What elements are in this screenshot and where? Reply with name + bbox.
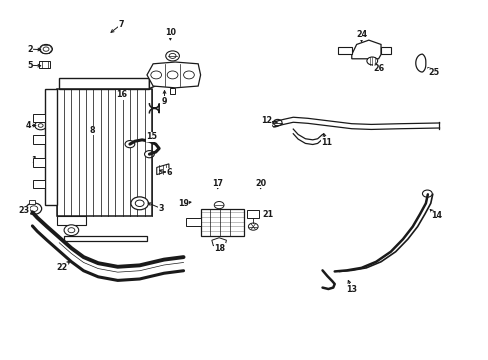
Polygon shape — [33, 158, 44, 167]
Text: 3: 3 — [159, 204, 164, 213]
Circle shape — [68, 228, 75, 233]
Circle shape — [43, 47, 49, 51]
Text: 24: 24 — [355, 30, 366, 39]
Circle shape — [183, 71, 194, 79]
Circle shape — [30, 206, 38, 212]
Circle shape — [271, 122, 278, 127]
Text: 26: 26 — [372, 64, 384, 73]
Text: 25: 25 — [427, 68, 438, 77]
Circle shape — [131, 197, 148, 210]
Circle shape — [165, 51, 179, 61]
Polygon shape — [185, 218, 200, 226]
Circle shape — [273, 120, 282, 126]
Circle shape — [40, 44, 52, 54]
Text: 13: 13 — [346, 285, 357, 294]
Polygon shape — [170, 88, 175, 94]
Polygon shape — [33, 113, 44, 122]
Circle shape — [144, 150, 154, 158]
Circle shape — [35, 121, 46, 130]
Circle shape — [366, 57, 377, 65]
Polygon shape — [351, 40, 380, 59]
Polygon shape — [200, 209, 244, 235]
Text: 18: 18 — [214, 244, 225, 253]
Polygon shape — [29, 200, 35, 204]
Polygon shape — [39, 61, 50, 68]
Text: 11: 11 — [320, 138, 331, 147]
Circle shape — [214, 202, 224, 209]
Polygon shape — [415, 54, 425, 72]
Text: 21: 21 — [262, 210, 273, 219]
Circle shape — [26, 203, 41, 215]
Circle shape — [64, 225, 79, 235]
Text: 16: 16 — [116, 90, 127, 99]
Polygon shape — [337, 47, 351, 54]
Circle shape — [150, 71, 161, 79]
Text: 9: 9 — [162, 96, 167, 105]
Polygon shape — [57, 216, 86, 225]
Text: 15: 15 — [146, 132, 157, 141]
Text: 8: 8 — [89, 126, 95, 135]
Text: 10: 10 — [164, 28, 176, 37]
Text: 12: 12 — [260, 116, 271, 125]
Text: 19: 19 — [178, 199, 189, 208]
Text: 23: 23 — [18, 206, 29, 215]
Text: 4: 4 — [26, 121, 31, 130]
Circle shape — [167, 71, 178, 79]
Polygon shape — [59, 78, 149, 89]
Polygon shape — [157, 164, 168, 175]
Text: 7: 7 — [119, 19, 124, 28]
Polygon shape — [33, 135, 44, 144]
Text: 5: 5 — [27, 61, 33, 70]
Text: 20: 20 — [255, 179, 265, 188]
Circle shape — [169, 53, 176, 58]
Polygon shape — [44, 89, 57, 205]
Polygon shape — [211, 238, 226, 246]
Circle shape — [38, 124, 43, 127]
Polygon shape — [149, 73, 159, 89]
Text: 17: 17 — [212, 179, 223, 188]
Polygon shape — [33, 180, 44, 188]
Text: 22: 22 — [56, 264, 67, 273]
Polygon shape — [380, 47, 390, 54]
Text: 1: 1 — [31, 156, 37, 165]
Text: 14: 14 — [431, 211, 442, 220]
Text: 6: 6 — [166, 168, 171, 177]
Circle shape — [135, 200, 144, 207]
Polygon shape — [64, 235, 147, 241]
Polygon shape — [147, 62, 200, 88]
Text: 2: 2 — [27, 45, 33, 54]
Circle shape — [248, 223, 258, 230]
Polygon shape — [247, 210, 259, 219]
Circle shape — [125, 140, 135, 148]
Circle shape — [422, 190, 431, 197]
